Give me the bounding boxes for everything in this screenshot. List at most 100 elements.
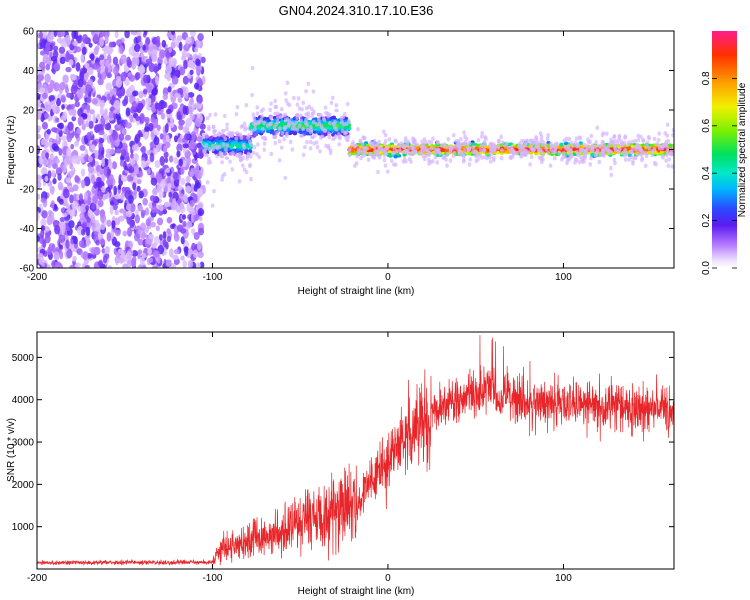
spectrogram-cell [582, 159, 586, 164]
spectrogram-cell [116, 39, 123, 47]
spectrogram-cell [609, 165, 613, 171]
spectrogram-cell [159, 133, 164, 140]
spectrogram-cell [59, 250, 64, 260]
spectrogram-cell [44, 175, 49, 182]
spectrogram-cell [510, 147, 514, 153]
colorbar-tick-label: 0.2 [701, 213, 712, 227]
spectrogram-cell [81, 112, 88, 120]
spectrogram-cell [114, 217, 121, 226]
spectrogram-cell [150, 177, 158, 186]
spectrogram-cell [670, 164, 674, 169]
spectrogram-cell [71, 74, 77, 81]
spectrogram-cell [139, 66, 146, 74]
spectrogram-cell [218, 150, 223, 156]
spectrogram-cell [650, 152, 654, 157]
spectrogram-cell [40, 261, 45, 267]
spectrogram-cell [571, 143, 575, 148]
spectrogram-cell [229, 133, 234, 138]
spectrogram-cell [99, 238, 106, 246]
spectrogram-cell [304, 120, 308, 126]
spectrogram-cell [570, 153, 574, 158]
spectrogram-cell [602, 151, 607, 156]
spectrogram-cell [99, 99, 106, 109]
spectrogram-cell [308, 139, 313, 145]
spectrogram-cell [55, 117, 60, 123]
spectrogram-cell [331, 115, 337, 120]
spectrogram-cell [84, 264, 90, 268]
spectrogram-cell [639, 148, 644, 153]
spectrogram-cell [299, 113, 303, 118]
spectrogram-cell [145, 58, 153, 65]
spectrogram-cell [137, 204, 143, 212]
spectrogram-cell [574, 136, 579, 141]
spectrogram-cell [193, 82, 200, 90]
spectrogram-cell [390, 151, 395, 156]
spectrogram-cell [657, 131, 662, 136]
spectrogram-cell [52, 177, 57, 185]
spectrogram-cell [150, 131, 155, 138]
spectrogram-cell [190, 167, 197, 175]
spectrogram-cell [72, 193, 78, 202]
spectrogram-cell [344, 135, 349, 141]
spectrogram-cell [65, 66, 72, 73]
spectrogram-cell [285, 117, 290, 122]
spectrogram-cell [210, 203, 215, 208]
spectrogram-cell [78, 193, 84, 202]
spectrogram-cell [561, 154, 566, 160]
spectrogram-cell [185, 175, 191, 183]
spectrogram-cell [582, 142, 587, 148]
spectrogram-cell [81, 103, 87, 110]
spectrogram-cell [409, 159, 413, 164]
spectrogram-cell [170, 31, 176, 36]
spectrogram-cell [90, 144, 96, 151]
spectrogram-cell [114, 229, 121, 237]
spectrogram-cell [529, 142, 534, 148]
spectrogram-cell [200, 56, 206, 64]
spectrogram-cell [128, 46, 134, 56]
spectrogram-cell [208, 136, 214, 140]
spectrogram-cell [166, 177, 171, 185]
spectrogram-cell [250, 92, 254, 98]
spectrogram-cell [217, 131, 222, 136]
spectrogram-cell [48, 216, 55, 224]
spectrogram-cell [55, 98, 61, 107]
spectrogram-cell [389, 158, 394, 163]
spectrogram-cell [273, 140, 278, 146]
spectrogram-cell [608, 149, 613, 154]
spectrogram-cell [620, 142, 625, 148]
spectrogram-cell [134, 133, 141, 143]
spectrogram-cell [58, 148, 63, 156]
spectrogram-cell [315, 130, 320, 134]
spectrogram-cell [53, 63, 61, 71]
spectrogram-cell [255, 105, 260, 110]
spectrogram-cell [73, 31, 78, 40]
spectrogram-cell [92, 113, 97, 124]
spectrogram-cell [198, 215, 203, 222]
spectrogram-cell [545, 136, 550, 141]
spectrogram-cell [208, 160, 213, 165]
spectrogram-cell [164, 123, 169, 133]
spectrogram-cell [158, 204, 163, 210]
spectrogram-cell [165, 108, 172, 115]
spectrogram-cell [627, 140, 631, 145]
spectrogram-cell [228, 145, 234, 150]
spectrogram-cell [145, 218, 152, 227]
spectrogram-cell [295, 102, 300, 107]
spectrogram-cell [412, 145, 416, 150]
spectrogram-cell [135, 167, 140, 175]
spectrogram-cell [147, 247, 152, 255]
spectrogram-cell [141, 145, 146, 155]
spectrogram-cell [541, 157, 545, 162]
spectrogram-cell [136, 185, 141, 192]
spectrogram-cell [101, 248, 106, 254]
spectrogram-cell [62, 74, 69, 84]
spectrogram-cell [182, 143, 189, 149]
spectrogram-cell [158, 234, 163, 241]
spectrogram-cell [125, 107, 131, 117]
spectrogram-cell [58, 234, 66, 243]
spectrogram-cell [636, 143, 640, 148]
spectrogram-cell [114, 241, 121, 248]
spectrogram-cell [61, 135, 67, 142]
spectrogram-cell [120, 54, 127, 65]
